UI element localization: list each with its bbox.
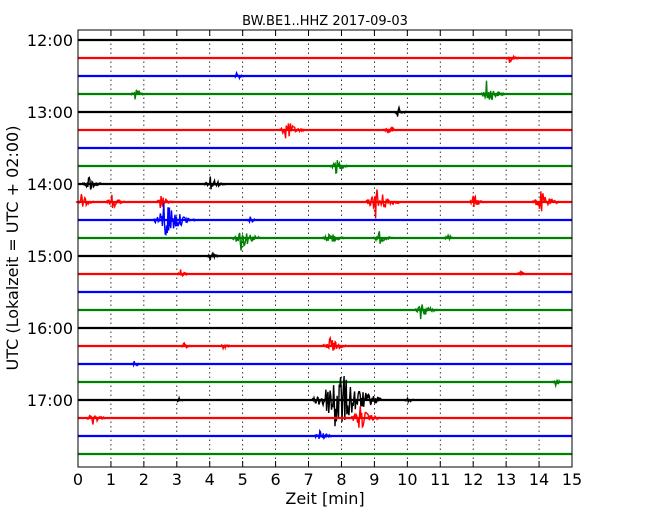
x-tick-label: 8: [336, 470, 346, 489]
x-tick-label: 1: [106, 470, 116, 489]
trace-1430: [78, 203, 572, 236]
x-tick-label: 3: [172, 470, 182, 489]
trace-1315: [78, 123, 572, 139]
seismic-event: [172, 395, 187, 403]
x-tick-label: 7: [303, 470, 313, 489]
y-axis-label: UTC (Lokalzeit = UTC + 02:00): [3, 126, 22, 371]
trace-1645: [78, 378, 572, 389]
seismic-event: [277, 123, 305, 139]
seismic-event: [442, 233, 458, 242]
x-tick-label: 13: [496, 470, 516, 489]
seismic-event: [413, 304, 438, 320]
seismic-event: [403, 396, 418, 405]
y-tick-label: 12:00: [27, 31, 73, 50]
seismic-event: [75, 194, 96, 208]
seismic-event: [85, 414, 107, 425]
seismic-event: [320, 335, 347, 351]
seismic-event: [81, 176, 105, 190]
seismic-event: [382, 126, 401, 134]
trace-1300: [78, 104, 572, 117]
x-tick-label: 6: [271, 470, 281, 489]
x-tick-label: 9: [369, 470, 379, 489]
seismic-event: [218, 343, 233, 351]
seismic-event: [203, 176, 227, 190]
seismic-event: [328, 160, 351, 175]
y-tick-label: 16:00: [27, 319, 73, 338]
seismic-event: [504, 54, 522, 63]
trace-1700: [78, 375, 572, 427]
x-axis-label: Zeit [min]: [285, 489, 364, 508]
plot-frame: [77, 29, 573, 468]
trace-1345: [78, 160, 572, 175]
seismic-event: [129, 360, 145, 368]
y-tick-label: 13:00: [27, 103, 73, 122]
axes: [77, 29, 573, 468]
seismic-event: [175, 269, 192, 278]
trace-lines: [75, 38, 572, 456]
x-tick-label: 15: [562, 470, 582, 489]
chart-title: BW.BE1..HHZ 2017-09-03: [242, 14, 408, 29]
trace-1715: [78, 406, 572, 429]
seismic-event: [530, 191, 560, 212]
x-tick-label: 4: [205, 470, 215, 489]
y-tick-label: 15:00: [27, 247, 73, 266]
seismic-event: [371, 231, 394, 244]
seismic-event: [179, 341, 194, 349]
trace-1730: [78, 428, 572, 441]
trace-1515: [78, 269, 572, 278]
seismic-event: [364, 189, 401, 219]
y-tick-labels: 12:00 13:00 14:00 15:00 16:00 17:00: [27, 31, 572, 410]
seismic-event: [205, 251, 222, 261]
seismic-event: [231, 70, 248, 81]
seismic-event: [104, 194, 126, 210]
x-tick-label: 12: [463, 470, 483, 489]
x-tick-label: 10: [397, 470, 417, 489]
seismic-event: [478, 80, 506, 101]
trace-1415: [75, 189, 572, 219]
trace-1215: [78, 54, 572, 63]
trace-1230: [78, 70, 572, 81]
trace-1445: [78, 231, 572, 251]
x-tick-label: 2: [139, 470, 149, 489]
seismic-event: [311, 375, 383, 427]
seismic-event: [551, 378, 566, 389]
trace-1630: [78, 360, 572, 368]
x-tick-label: 11: [430, 470, 450, 489]
trace-1615: [78, 335, 572, 351]
seismic-event: [515, 269, 530, 276]
seismic-event: [245, 216, 260, 225]
seismic-event: [392, 104, 410, 117]
trace-1500: [78, 251, 572, 261]
seismic-event: [230, 232, 262, 251]
seismic-event: [128, 89, 148, 100]
seismic-event: [467, 194, 488, 207]
x-tick-label: 5: [238, 470, 248, 489]
trace-1400: [78, 176, 572, 190]
y-tick-label: 17:00: [27, 391, 73, 410]
seismic-event: [150, 203, 196, 236]
seismic-event: [348, 406, 380, 429]
seismic-event: [312, 428, 333, 441]
x-tick-label: 14: [529, 470, 549, 489]
y-tick-label: 14:00: [27, 175, 73, 194]
seismic-event: [321, 232, 345, 243]
trace-1245: [78, 80, 572, 101]
x-tick-label: 0: [73, 470, 83, 489]
x-tick-labels: 0 1 2 3 4 5 6 7 8 9 10 11 12 13 14 15: [73, 470, 582, 489]
trace-1545: [78, 304, 572, 320]
